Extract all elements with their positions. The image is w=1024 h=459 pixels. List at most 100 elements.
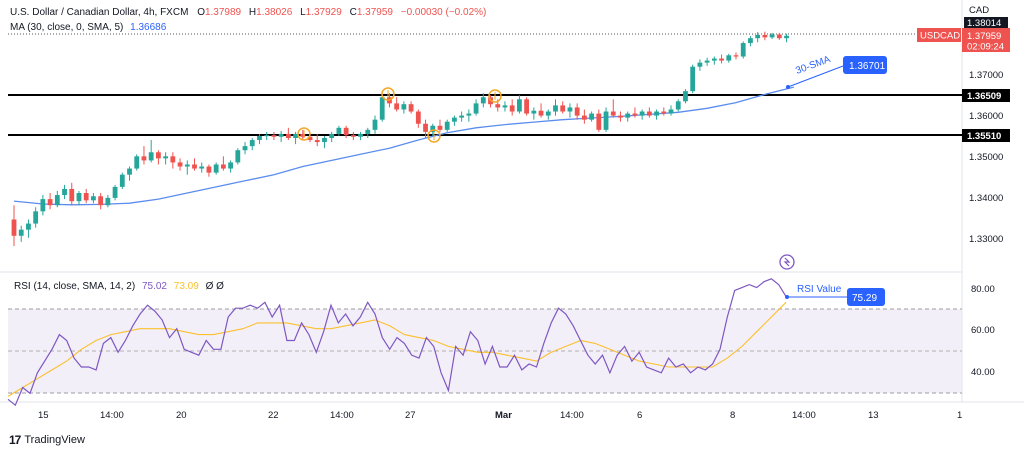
candle[interactable] [538, 103, 544, 118]
sma-annotation[interactable]: 30-SMA 1.36701 [786, 54, 887, 89]
candle[interactable] [314, 133, 320, 147]
candle[interactable] [755, 32, 761, 43]
candle[interactable] [249, 138, 255, 151]
candle[interactable] [148, 140, 154, 163]
candle[interactable] [473, 99, 479, 116]
candle[interactable] [704, 57, 710, 66]
candle[interactable] [322, 135, 327, 149]
candle[interactable] [285, 127, 291, 141]
candle[interactable] [220, 156, 226, 171]
candle[interactable] [769, 32, 775, 39]
candle[interactable] [372, 115, 378, 134]
candle[interactable] [574, 103, 580, 120]
candle[interactable] [668, 105, 674, 116]
candle[interactable] [632, 107, 638, 118]
candle[interactable] [415, 109, 421, 128]
candle[interactable] [257, 133, 262, 145]
candle[interactable] [112, 184, 118, 201]
candle[interactable] [54, 190, 60, 208]
candle[interactable] [170, 152, 176, 169]
candle[interactable] [531, 107, 537, 120]
candle[interactable] [62, 184, 67, 200]
candle[interactable] [134, 154, 140, 171]
candle[interactable] [163, 152, 169, 165]
candle[interactable] [26, 219, 31, 238]
candle[interactable] [47, 193, 53, 210]
candle[interactable] [726, 53, 732, 63]
candle[interactable] [452, 115, 457, 126]
candle[interactable] [177, 158, 183, 171]
candle[interactable] [40, 195, 46, 216]
event-icon[interactable] [779, 254, 795, 270]
candle[interactable] [553, 99, 558, 116]
candle[interactable] [459, 111, 465, 122]
candle[interactable] [509, 99, 515, 116]
candle[interactable] [733, 52, 739, 60]
candle[interactable] [589, 111, 594, 122]
candle[interactable] [784, 33, 789, 43]
candle[interactable] [603, 107, 609, 132]
candle[interactable] [293, 131, 298, 145]
candle[interactable] [76, 190, 82, 206]
candle[interactable] [127, 166, 132, 181]
candle[interactable] [502, 101, 508, 112]
candle[interactable] [697, 59, 703, 71]
candle[interactable] [711, 56, 717, 65]
candle[interactable] [192, 158, 197, 171]
candle[interactable] [119, 172, 125, 189]
candle[interactable] [748, 36, 753, 47]
candle[interactable] [199, 162, 205, 173]
candle[interactable] [184, 160, 190, 175]
candle[interactable] [235, 148, 241, 165]
rsi-axis[interactable]: 80.00 60.00 40.00 [971, 284, 995, 378]
candle[interactable] [408, 101, 414, 114]
candle[interactable] [401, 101, 407, 114]
candle[interactable] [365, 127, 371, 138]
candle[interactable] [610, 99, 616, 118]
candle[interactable] [625, 111, 631, 122]
candle[interactable] [618, 111, 623, 122]
candle[interactable] [581, 109, 587, 124]
rsi-annotation[interactable]: RSI Value 75.29 [785, 284, 885, 306]
candle[interactable] [336, 125, 342, 136]
candle[interactable] [675, 99, 681, 112]
candle[interactable] [661, 107, 667, 116]
brand-footer[interactable]: 17 TradingView [9, 433, 85, 447]
price-axis[interactable]: CAD 1.38014 USDCAD 1.37959 02:09:24 1.37… [917, 5, 1010, 245]
candle[interactable] [11, 205, 17, 246]
candle[interactable] [394, 97, 400, 112]
candle[interactable] [98, 193, 104, 210]
candle[interactable] [567, 103, 573, 118]
candle[interactable] [141, 146, 147, 165]
candle[interactable] [466, 109, 472, 122]
candle[interactable] [740, 41, 746, 59]
candle[interactable] [271, 131, 277, 141]
candle[interactable] [206, 164, 212, 177]
candle[interactable] [105, 195, 111, 208]
candle[interactable] [776, 32, 782, 40]
candle[interactable] [517, 95, 522, 114]
candle[interactable] [156, 150, 161, 165]
candle[interactable] [213, 162, 219, 175]
candle[interactable] [683, 89, 688, 104]
candle[interactable] [639, 109, 645, 120]
candle[interactable] [83, 188, 89, 204]
candle[interactable] [654, 109, 659, 120]
candle[interactable] [545, 109, 551, 120]
candle[interactable] [719, 54, 724, 64]
candle[interactable] [228, 160, 233, 173]
candle[interactable] [560, 101, 566, 114]
candle[interactable] [18, 225, 24, 242]
candle[interactable] [690, 64, 696, 94]
candle[interactable] [480, 93, 486, 108]
candle[interactable] [264, 131, 270, 141]
candle[interactable] [524, 97, 530, 116]
candle[interactable] [444, 119, 450, 132]
candle[interactable] [242, 142, 248, 155]
candle[interactable] [646, 107, 652, 118]
candle[interactable] [329, 131, 335, 143]
candle[interactable] [69, 182, 75, 206]
candle[interactable] [762, 31, 768, 41]
candle[interactable] [33, 207, 39, 228]
candle[interactable] [91, 193, 96, 204]
